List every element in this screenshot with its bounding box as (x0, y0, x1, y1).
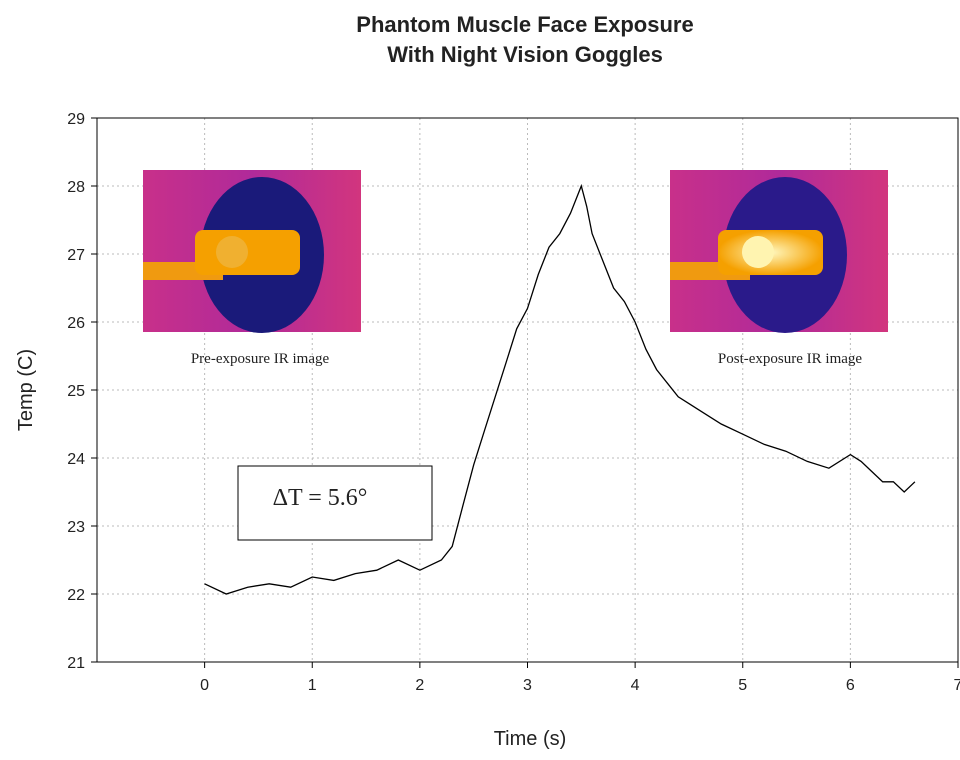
x-tick-label: 1 (308, 677, 317, 694)
y-tick-label: 24 (67, 451, 85, 468)
chart-title: With Night Vision Goggles (387, 42, 663, 67)
y-tick-label: 26 (67, 315, 85, 332)
x-tick-label: 2 (415, 677, 424, 694)
x-axis-label: Time (s) (494, 728, 567, 750)
ir-image (670, 170, 888, 333)
x-tick-label: 3 (523, 677, 532, 694)
x-tick-label: 0 (200, 677, 209, 694)
y-tick-label: 25 (67, 383, 85, 400)
annotation: ΔT = 5.6° (273, 485, 368, 511)
y-tick-label: 21 (67, 655, 85, 672)
x-tick-label: 7 (954, 677, 960, 694)
x-tick-label: 6 (846, 677, 855, 694)
x-tick-label: 5 (738, 677, 747, 694)
y-tick-label: 28 (67, 179, 85, 196)
annotation: Post-exposure IR image (718, 351, 862, 367)
y-tick-label: 22 (67, 587, 85, 604)
y-tick-label: 29 (67, 111, 85, 128)
data-line (204, 183, 916, 595)
ir-image (143, 170, 361, 333)
x-tick-label: 4 (631, 677, 640, 694)
annotation: Pre-exposure IR image (191, 351, 330, 367)
chart-title: Phantom Muscle Face Exposure (356, 12, 693, 37)
y-axis-label: Temp (C) (15, 349, 37, 431)
annotation-box (237, 465, 433, 541)
y-tick-label: 23 (67, 519, 85, 536)
y-tick-label: 27 (67, 247, 85, 264)
